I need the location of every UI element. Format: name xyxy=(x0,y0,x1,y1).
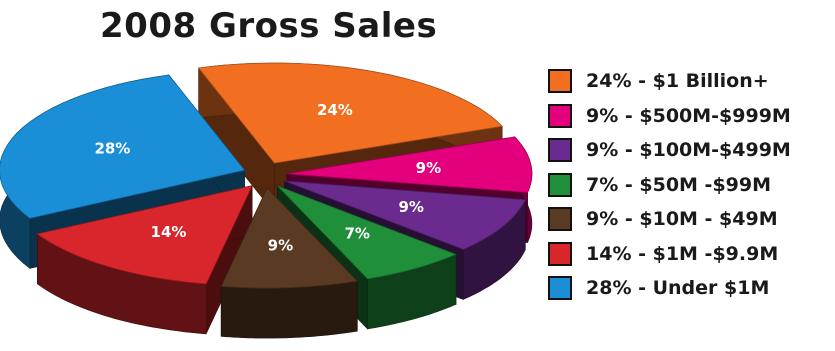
legend-label-1: 24% - $1 Billion+ xyxy=(586,70,769,93)
legend-item-1: 24% - $1 Billion+ xyxy=(548,64,833,99)
pie-slice-1-value-label: 24% xyxy=(317,101,353,119)
pie-slice-2-value-label: 9% xyxy=(416,159,441,177)
legend-swatch-1 xyxy=(548,69,572,94)
pie-slice-5-outer-side xyxy=(220,280,358,339)
legend-item-6: 14% - $1M -$9.9M xyxy=(548,237,833,272)
legend-item-7: 28% - Under $1M xyxy=(548,271,833,306)
pie-slice-5: 9% xyxy=(220,187,359,339)
pie-slice-6-value-label: 14% xyxy=(151,223,187,241)
legend-label-6: 14% - $1M -$9.9M xyxy=(586,242,779,265)
pie-slice-2-top xyxy=(286,136,533,193)
chart-title: 2008 Gross Sales xyxy=(100,6,438,46)
legend-swatch-7 xyxy=(548,276,572,301)
legend-label-4: 7% - $50M -$99M xyxy=(586,173,772,196)
pie-slice-5-top xyxy=(220,187,359,289)
legend-swatch-2 xyxy=(548,103,572,128)
pie-slice-7-value-label: 28% xyxy=(94,139,130,157)
legend-label-3: 9% - $100M-$499M xyxy=(586,139,791,162)
pie-slice-6: 14% xyxy=(36,185,253,335)
legend-item-3: 9% - $100M-$499M xyxy=(548,133,833,168)
pie-slice-3-value-label: 9% xyxy=(398,198,423,216)
legend-item-2: 9% - $500M-$999M xyxy=(548,99,833,134)
pie-slice-4-value-label: 7% xyxy=(344,224,369,242)
pie-slice-4-top xyxy=(277,185,458,280)
legend-swatch-3 xyxy=(548,138,572,163)
legend-item-4: 7% - $50M -$99M xyxy=(548,168,833,203)
legend-item-5: 9% - $10M - $49M xyxy=(548,202,833,237)
legend-label-2: 9% - $500M-$999M xyxy=(586,104,791,127)
legend-label-7: 28% - Under $1M xyxy=(586,277,770,300)
pie-slice-3-top xyxy=(284,180,526,250)
exploded-3d-pie-chart: 24% 28% 9% 9% 14% 7% 9% xyxy=(0,62,533,339)
chart-legend: 24% - $1 Billion+ 9% - $500M-$999M 9% - $1… xyxy=(548,64,833,306)
pie-slice-7-top xyxy=(0,74,246,219)
pie-slice-6-top xyxy=(36,185,253,285)
legend-swatch-4 xyxy=(548,172,572,197)
legend-swatch-6 xyxy=(548,241,572,266)
legend-swatch-5 xyxy=(548,207,572,232)
pie-slice-1-top xyxy=(197,62,504,164)
legend-label-5: 9% - $10M - $49M xyxy=(586,208,778,231)
pie-slice-5-value-label: 9% xyxy=(268,236,293,254)
